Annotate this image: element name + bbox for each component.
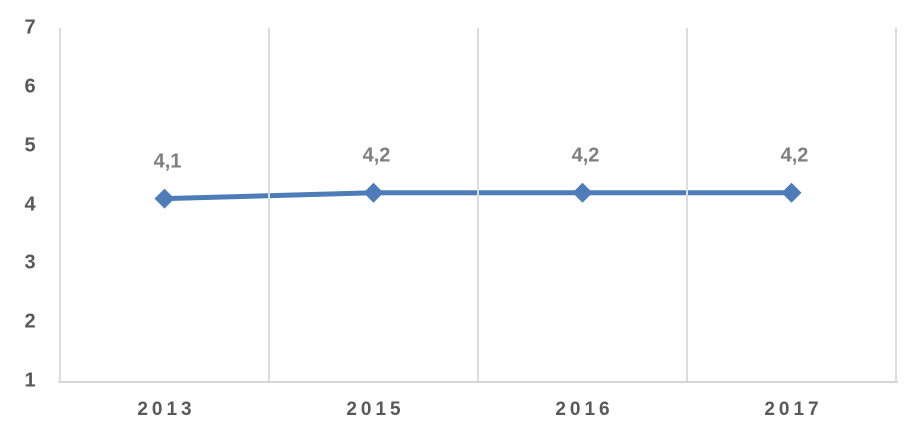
data-point-marker bbox=[154, 188, 175, 209]
data-point-marker bbox=[363, 182, 384, 203]
data-point-marker bbox=[781, 182, 802, 203]
series-line bbox=[162, 190, 794, 202]
data-point-marker bbox=[572, 182, 593, 203]
